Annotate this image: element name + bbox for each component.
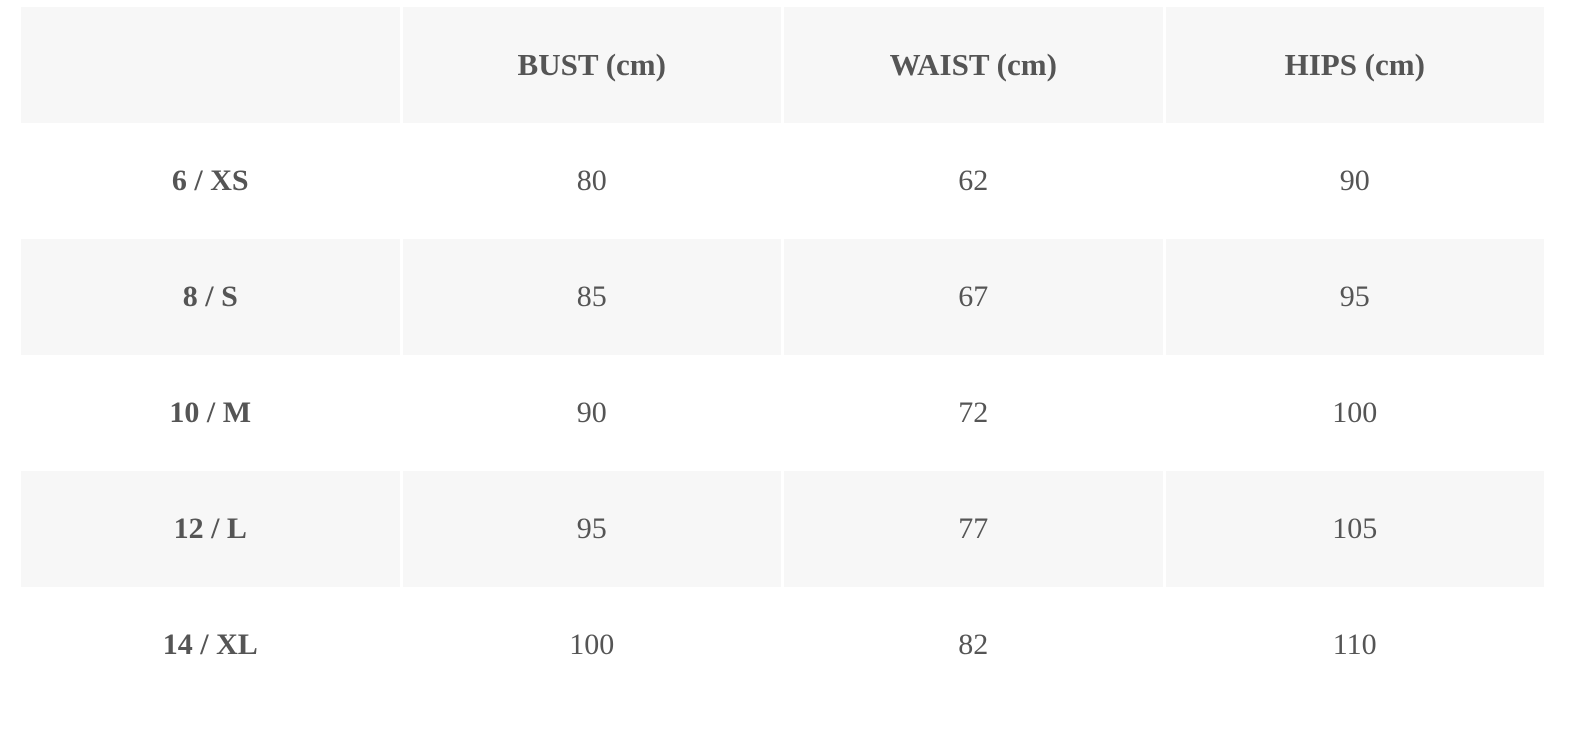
header-bust: BUST (cm) — [402, 7, 781, 123]
bust-cell: 85 — [402, 239, 781, 355]
header-row: BUST (cm) WAIST (cm) HIPS (cm) — [21, 7, 1544, 123]
size-cell: 6 / XS — [171, 164, 249, 197]
hips-cell: 90 — [1339, 164, 1370, 197]
bust-cell: 95 — [402, 471, 781, 587]
bust-cell: 90 — [576, 396, 607, 429]
bust-cell: 100 — [569, 628, 615, 661]
table-row: 10 / M 90 72 100 — [21, 355, 1544, 471]
size-chart-table: BUST (cm) WAIST (cm) HIPS (cm) 6 / XS 80… — [18, 7, 1547, 703]
waist-cell: 82 — [958, 628, 989, 661]
waist-cell: 77 — [784, 471, 1163, 587]
waist-cell: 72 — [958, 396, 989, 429]
bust-cell: 80 — [576, 164, 607, 197]
hips-cell: 100 — [1332, 396, 1378, 429]
header-waist: WAIST (cm) — [784, 7, 1163, 123]
table-row: 6 / XS 80 62 90 — [21, 123, 1544, 239]
size-cell: 12 / L — [21, 471, 400, 587]
waist-cell: 62 — [958, 164, 989, 197]
waist-cell: 67 — [784, 239, 1163, 355]
hips-cell: 110 — [1332, 628, 1377, 661]
table-row: 14 / XL 100 82 110 — [21, 587, 1544, 703]
header-size — [21, 7, 400, 123]
size-cell: 10 / M — [169, 396, 252, 429]
hips-cell: 95 — [1165, 239, 1544, 355]
size-cell: 14 / XL — [162, 628, 258, 661]
table-row: 8 / S 85 67 95 — [21, 239, 1544, 355]
header-hips: HIPS (cm) — [1165, 7, 1544, 123]
size-cell: 8 / S — [21, 239, 400, 355]
table-row: 12 / L 95 77 105 — [21, 471, 1544, 587]
hips-cell: 105 — [1165, 471, 1544, 587]
